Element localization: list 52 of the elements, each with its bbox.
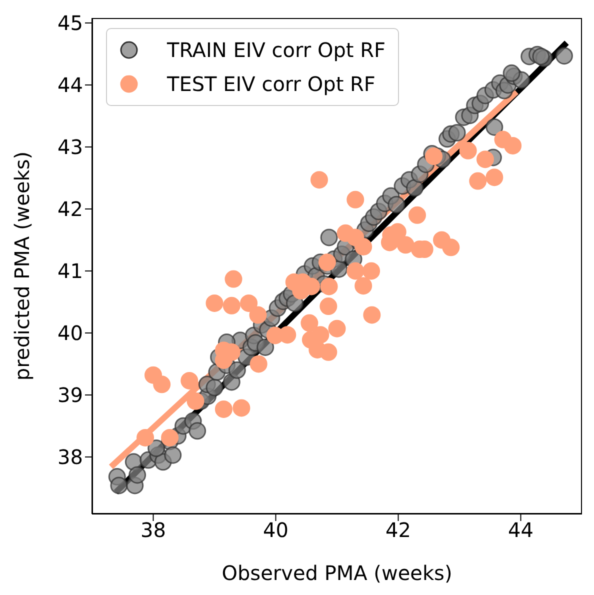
y-tick-label: 40 — [58, 321, 83, 346]
legend-label: TRAIN EIV corr Opt RF — [167, 37, 386, 64]
y-tick-label: 38 — [58, 445, 83, 470]
point — [346, 262, 364, 280]
point — [310, 171, 328, 189]
point — [320, 298, 338, 316]
point — [318, 254, 336, 272]
point — [363, 306, 381, 324]
point — [250, 355, 268, 373]
point — [504, 136, 522, 154]
y-tick-label: 39 — [58, 383, 83, 408]
point — [320, 278, 338, 296]
point — [222, 296, 240, 314]
point — [442, 238, 460, 256]
x-tick-label: 42 — [386, 518, 411, 542]
point — [486, 168, 504, 186]
point — [354, 277, 372, 295]
point — [396, 236, 414, 254]
point — [328, 320, 346, 338]
point — [180, 372, 198, 390]
point — [214, 400, 232, 418]
y-tick-label: 41 — [58, 259, 83, 284]
point — [362, 262, 380, 280]
point — [300, 314, 318, 332]
point — [312, 326, 330, 344]
point — [469, 172, 487, 190]
y-tick-label: 42 — [58, 197, 83, 222]
point — [153, 376, 171, 394]
point — [425, 148, 443, 166]
y-tick-label: 45 — [58, 11, 83, 36]
point — [320, 343, 338, 361]
y-tick-label: 44 — [58, 73, 83, 98]
point — [232, 399, 250, 417]
point — [408, 206, 426, 224]
point — [224, 270, 242, 288]
point — [354, 238, 372, 256]
point — [186, 392, 204, 410]
point — [476, 150, 494, 168]
y-axis-title: predicted PMA (weeks) — [10, 151, 34, 381]
point — [206, 294, 224, 312]
legend-label: TEST EIV corr Opt RF — [167, 71, 376, 98]
x-tick-label: 44 — [508, 518, 534, 542]
point — [346, 190, 364, 208]
x-axis-title: Observed PMA (weeks) — [222, 561, 452, 585]
x-tick-label: 40 — [263, 518, 288, 542]
point — [249, 306, 267, 324]
point — [136, 428, 154, 446]
point — [161, 428, 179, 446]
y-tick-label: 43 — [58, 135, 83, 160]
point — [240, 294, 258, 312]
x-tick-label: 38 — [140, 518, 166, 542]
point — [459, 142, 477, 160]
